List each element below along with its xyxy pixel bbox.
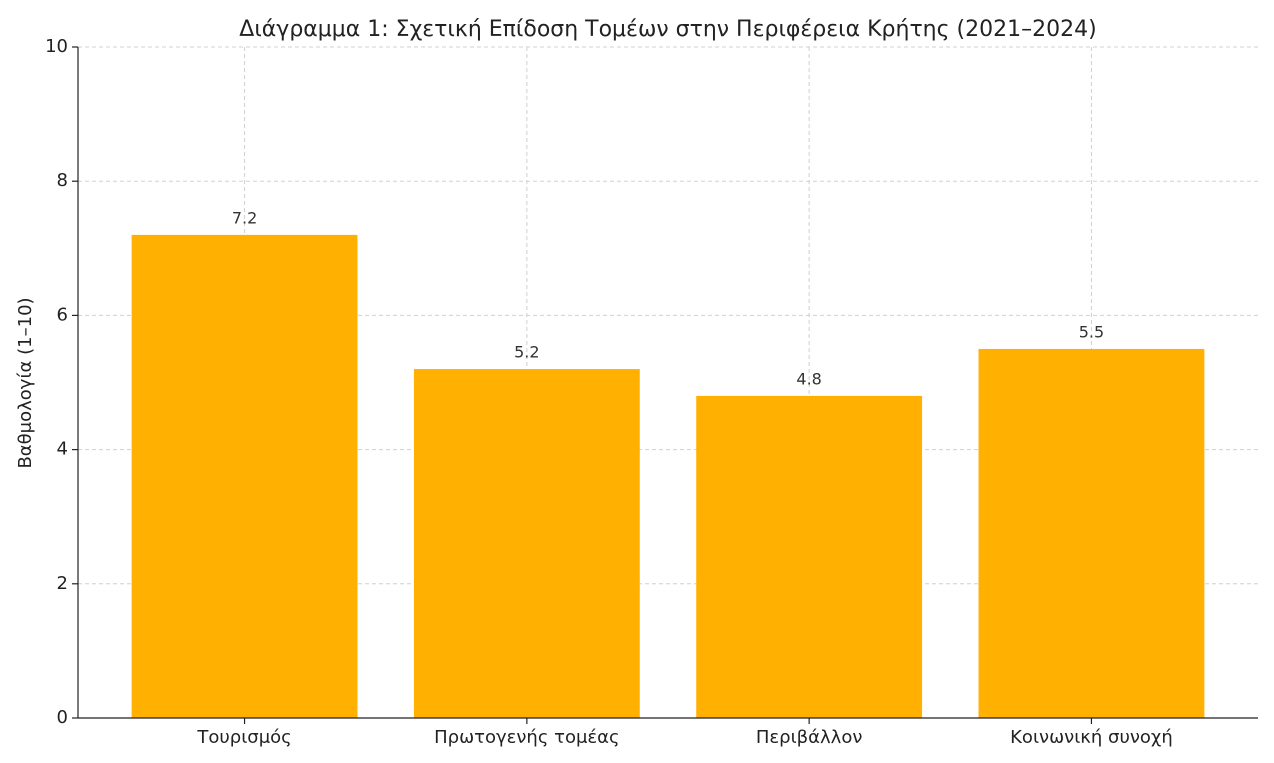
x-tick-label: Κοινωνική συνοχή [1010,727,1173,748]
y-tick-label: 6 [57,304,68,325]
y-tick-label: 0 [57,707,68,728]
y-tick-label: 10 [45,36,68,57]
value-label: 5.2 [514,343,539,362]
value-label: 7.2 [232,208,257,227]
bar [413,369,640,718]
bar [696,395,923,718]
x-tick-label: Τουρισμός [196,727,291,748]
chart-title: Διάγραμμα 1: Σχετική Επίδοση Τομέων στην… [239,17,1096,42]
x-tick-label: Πρωτογενής τομέας [434,727,619,748]
bar [978,348,1205,718]
y-tick-label: 8 [57,170,68,191]
x-tick-label: Περιβάλλον [756,727,863,748]
y-tick-label: 2 [57,573,68,594]
value-label: 4.8 [796,369,821,388]
y-axis-label: Βαθμολογία (1–10) [15,297,36,468]
bar [131,234,358,718]
y-tick-label: 4 [57,439,68,460]
value-label: 5.5 [1079,322,1104,341]
